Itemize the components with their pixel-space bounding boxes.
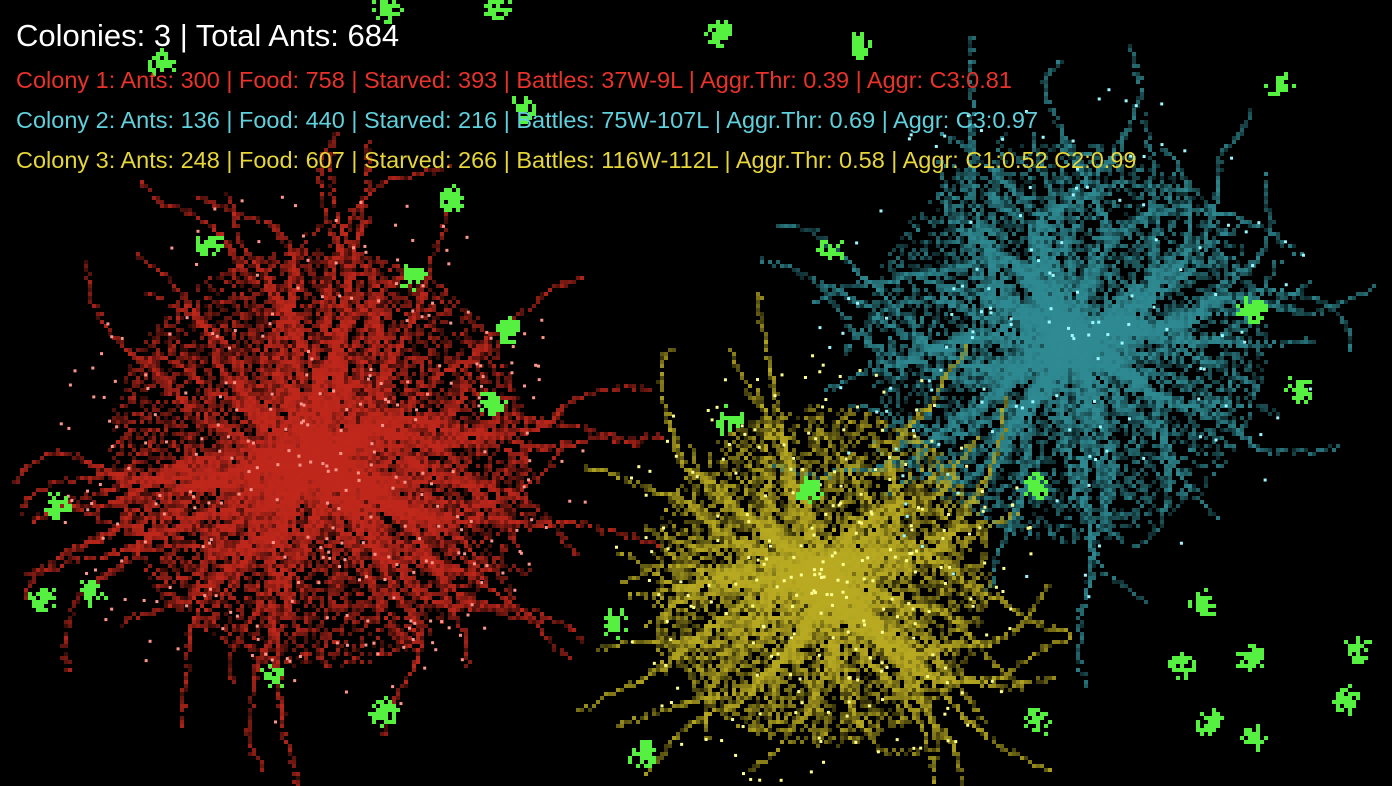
simulation-canvas[interactable]	[0, 0, 1392, 786]
